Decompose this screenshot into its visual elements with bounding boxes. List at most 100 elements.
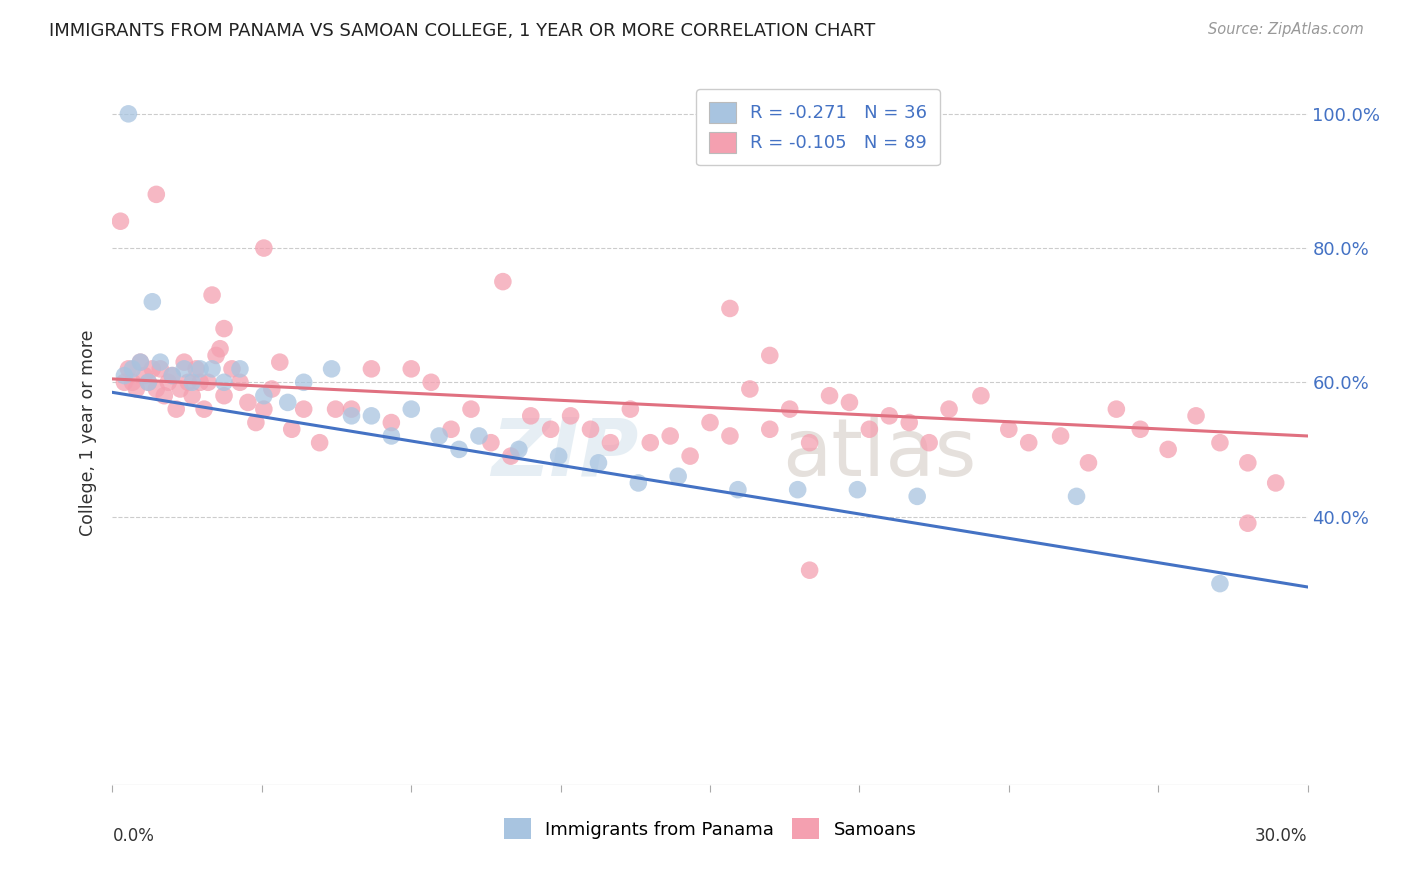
Point <box>427 429 450 443</box>
Point <box>110 214 132 228</box>
Point <box>1237 516 1260 531</box>
Text: ZIP: ZIP <box>491 415 638 492</box>
Point <box>1264 475 1286 490</box>
Point <box>277 395 299 409</box>
Point <box>1018 435 1040 450</box>
Point <box>340 409 363 423</box>
Point <box>138 376 160 390</box>
Point <box>1066 489 1088 503</box>
Point <box>221 362 243 376</box>
Point <box>201 362 224 376</box>
Point <box>157 376 180 390</box>
Point <box>212 376 235 390</box>
Point <box>659 429 682 443</box>
Point <box>205 348 228 362</box>
Point <box>117 362 139 376</box>
Point <box>141 362 163 376</box>
Point <box>588 456 610 470</box>
Point <box>229 362 252 376</box>
Point <box>547 449 569 463</box>
Point <box>640 435 662 450</box>
Point <box>253 402 276 417</box>
Point <box>440 422 463 436</box>
Point <box>738 382 761 396</box>
Point <box>492 275 515 289</box>
Point <box>786 483 808 497</box>
Text: IMMIGRANTS FROM PANAMA VS SAMOAN COLLEGE, 1 YEAR OR MORE CORRELATION CHART: IMMIGRANTS FROM PANAMA VS SAMOAN COLLEGE… <box>49 22 876 40</box>
Point <box>260 382 283 396</box>
Point <box>449 442 471 457</box>
Point <box>149 355 172 369</box>
Point <box>699 416 721 430</box>
Point <box>253 389 276 403</box>
Point <box>1157 442 1180 457</box>
Point <box>193 402 215 417</box>
Point <box>579 422 602 436</box>
Legend: Immigrants from Panama, Samoans: Immigrants from Panama, Samoans <box>496 811 924 847</box>
Point <box>117 107 139 121</box>
Text: 0.0%: 0.0% <box>112 827 155 846</box>
Point <box>540 422 562 436</box>
Point <box>129 355 152 369</box>
Point <box>401 362 423 376</box>
Point <box>129 355 152 369</box>
Point <box>666 469 689 483</box>
Point <box>818 389 841 403</box>
Point <box>236 395 259 409</box>
Text: atlas: atlas <box>782 415 976 492</box>
Point <box>479 435 502 450</box>
Point <box>468 429 491 443</box>
Point <box>325 402 347 417</box>
Point <box>245 416 267 430</box>
Point <box>181 376 204 390</box>
Point <box>181 389 204 403</box>
Point <box>212 389 235 403</box>
Point <box>627 475 650 490</box>
Point <box>898 416 921 430</box>
Point <box>560 409 582 423</box>
Point <box>281 422 304 436</box>
Point <box>188 376 211 390</box>
Point <box>380 416 402 430</box>
Point <box>269 355 291 369</box>
Point <box>599 435 621 450</box>
Point <box>1077 456 1099 470</box>
Point <box>460 402 482 417</box>
Point <box>153 389 176 403</box>
Point <box>938 402 960 417</box>
Point <box>292 376 315 390</box>
Point <box>145 382 167 396</box>
Point <box>727 483 749 497</box>
Point <box>292 402 315 417</box>
Point <box>799 563 821 577</box>
Point <box>846 483 869 497</box>
Point <box>165 402 187 417</box>
Point <box>149 362 172 376</box>
Point <box>114 368 135 383</box>
Point <box>360 409 382 423</box>
Point <box>177 376 200 390</box>
Point <box>759 422 782 436</box>
Point <box>420 376 443 390</box>
Point <box>918 435 941 450</box>
Text: 30.0%: 30.0% <box>1256 827 1308 846</box>
Point <box>718 301 741 316</box>
Point <box>879 409 901 423</box>
Point <box>162 368 183 383</box>
Point <box>212 321 235 335</box>
Point <box>188 362 211 376</box>
Point <box>201 288 224 302</box>
Point <box>173 362 195 376</box>
Point <box>799 435 821 450</box>
Point <box>186 362 208 376</box>
Point <box>1129 422 1152 436</box>
Point <box>838 395 860 409</box>
Point <box>1185 409 1208 423</box>
Point <box>173 355 195 369</box>
Point <box>619 402 641 417</box>
Point <box>970 389 993 403</box>
Point <box>1049 429 1071 443</box>
Point <box>718 429 741 443</box>
Point <box>1209 435 1232 450</box>
Point <box>499 449 522 463</box>
